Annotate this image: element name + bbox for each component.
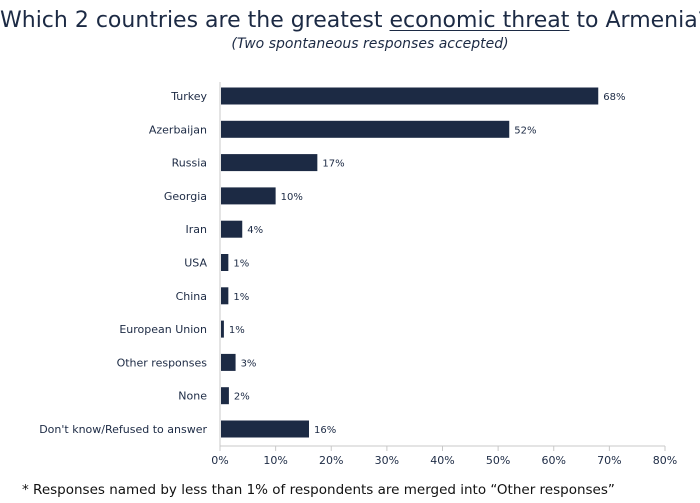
x-tick-label: 60% — [542, 454, 566, 467]
category-label: Iran — [186, 223, 208, 236]
bar — [221, 254, 229, 271]
value-label: 3% — [241, 358, 257, 369]
bar — [221, 287, 229, 305]
bar — [221, 387, 229, 405]
x-tick-label: 70% — [597, 454, 621, 467]
chart-subtitle: (Two spontaneous responses accepted) — [231, 36, 509, 52]
value-label: 52% — [514, 125, 536, 136]
category-label: USA — [184, 257, 207, 270]
bar — [221, 320, 224, 338]
category-label: Don't know/Refused to answer — [39, 423, 207, 436]
x-tick-label: 0% — [211, 454, 228, 467]
bar — [221, 154, 318, 172]
value-label: 10% — [281, 192, 303, 203]
category-label: China — [176, 290, 207, 303]
x-tick-label: 40% — [430, 454, 454, 467]
value-label: 68% — [603, 92, 625, 103]
value-label: 1% — [233, 292, 249, 303]
value-label: 4% — [247, 225, 263, 236]
category-label: European Union — [119, 323, 207, 336]
value-label: 17% — [322, 159, 344, 170]
bar — [221, 87, 599, 105]
category-label: Georgia — [164, 190, 207, 203]
bar — [221, 220, 243, 238]
bar — [221, 353, 236, 371]
value-label: 2% — [234, 392, 250, 403]
bar — [221, 187, 276, 205]
category-label: Russia — [172, 157, 207, 170]
category-label: Azerbaijan — [149, 123, 207, 136]
bar — [221, 420, 309, 438]
x-tick-label: 10% — [263, 454, 287, 467]
chart-title-highlight: economic threat — [389, 8, 570, 33]
category-label: None — [178, 390, 207, 403]
chart-title: Which 2 countries are the greatest econo… — [0, 8, 700, 33]
value-label: 1% — [233, 259, 249, 270]
bar — [221, 120, 510, 138]
chart-title-before: Which 2 countries are the greatest — [0, 8, 390, 33]
x-tick-label: 20% — [319, 454, 343, 467]
x-tick-label: 80% — [653, 454, 677, 467]
x-tick-label: 50% — [486, 454, 510, 467]
x-tick-label: 30% — [375, 454, 399, 467]
category-label: Turkey — [170, 90, 207, 103]
footnote: * Responses named by less than 1% of res… — [22, 482, 615, 498]
value-label: 16% — [314, 425, 336, 436]
category-label: Other responses — [117, 356, 208, 369]
chart-title-after: to Armenia? — [569, 8, 700, 33]
value-label: 1% — [229, 325, 245, 336]
